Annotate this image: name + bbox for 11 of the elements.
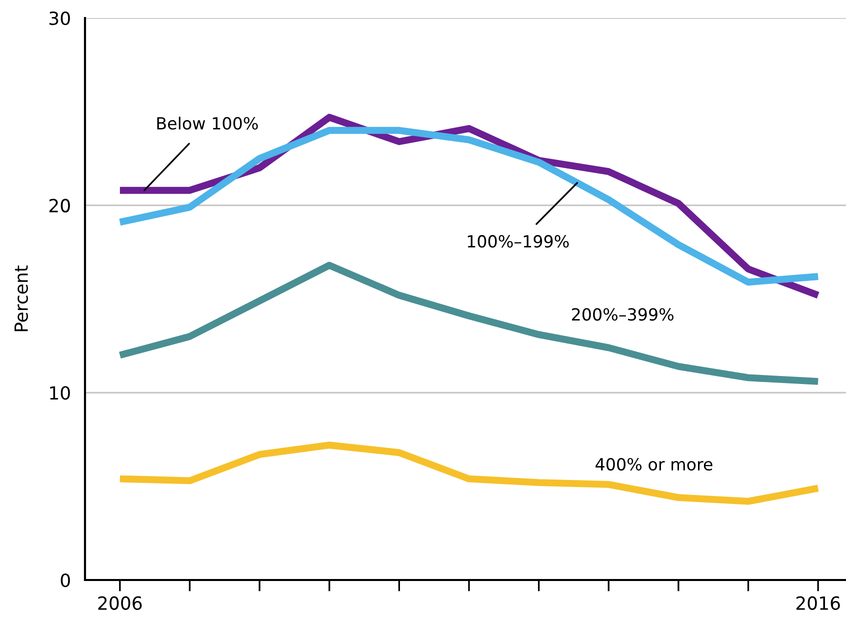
series-label: 200%–399% bbox=[572, 308, 674, 321]
y-axis-title: Percent bbox=[14, 265, 28, 332]
y-tick-label: 20 bbox=[49, 198, 70, 212]
x-tick-label: 2016 bbox=[796, 596, 840, 610]
series-label: Below 100% bbox=[157, 116, 258, 130]
y-tick-label: 30 bbox=[50, 11, 70, 26]
y-tick-label: 10 bbox=[50, 386, 70, 400]
x-tick-label: 2006 bbox=[98, 596, 142, 610]
series-label: 400% or more bbox=[596, 458, 712, 471]
text: 100%–199% bbox=[468, 235, 569, 248]
y-tick-label: 0 bbox=[60, 573, 70, 588]
